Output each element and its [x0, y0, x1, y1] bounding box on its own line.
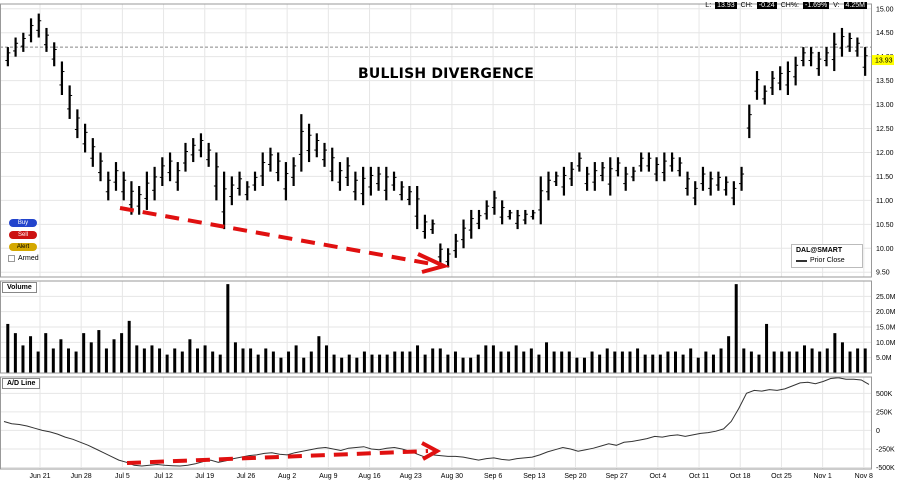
ad-tick-label: 0: [876, 428, 880, 435]
buy-button[interactable]: Buy: [9, 219, 37, 227]
volume-grid: [0, 295, 871, 359]
ad-line: [3, 377, 870, 467]
x-tick-label: Aug 9: [319, 473, 337, 480]
price-tick-label: 12.00: [876, 150, 894, 157]
x-tick-label: Oct 4: [649, 473, 666, 480]
armed-label: Armed: [18, 255, 39, 262]
ad-divergence-arrow: [126, 449, 429, 465]
legend-prior-close: Prior Close: [796, 257, 845, 264]
price-tick-label: 10.00: [876, 246, 894, 253]
x-tick-label: Jul 19: [195, 473, 214, 480]
volume-tick-label: 10.0M: [876, 340, 896, 347]
volume-tick-label: 20.0M: [876, 309, 896, 316]
price-divergence-arrow: [119, 206, 433, 266]
price-tick-label: 15.00: [876, 6, 894, 13]
header-quote: L: 13.93 CH: -0.24 CH%: -1.69% V: 4.25M: [705, 2, 867, 9]
price-tick-label: 11.00: [876, 198, 893, 205]
volume-panel-title: Volume: [2, 282, 37, 293]
price-tick-label: 10.50: [876, 222, 894, 229]
low-label: L:: [705, 2, 712, 9]
x-tick-label: Jun 21: [29, 473, 50, 480]
change-pct-value: -1.69%: [802, 2, 830, 9]
volume-tick-label: 5.0M: [876, 355, 892, 362]
ad-tick-label: -250K: [876, 446, 895, 453]
price-legend: DAL@SMART Prior Close: [791, 244, 863, 268]
x-tick-label: Aug 2: [278, 473, 296, 480]
axes: Jun 21 Jun 28 Jul 5 Jul 12 Jul 19 Jul 26 Aug 2…: [0, 3, 896, 480]
x-tick-label: Aug 16: [358, 473, 380, 480]
price-tick-label: 12.50: [876, 126, 894, 133]
x-tick-label: Jul 5: [115, 473, 130, 480]
sell-button[interactable]: Sell: [9, 231, 37, 239]
price-tick-label: 14.50: [876, 30, 894, 37]
armed-checkbox[interactable]: [8, 255, 15, 262]
price-bars: [5, 13, 868, 268]
ad-tick-label: -500K: [876, 465, 895, 472]
alert-button[interactable]: Alert: [9, 243, 37, 251]
ad-tick-label: 500K: [876, 391, 893, 398]
change-label: CH:: [740, 2, 753, 9]
panel-frame: [0, 280, 872, 374]
x-tick-label: Aug 30: [441, 473, 463, 480]
dashed-line-icon: [796, 259, 807, 262]
volume-tick-label: 25.0M: [876, 294, 896, 301]
x-tick-label: Nov 8: [855, 473, 873, 480]
volume-label: V:: [833, 2, 840, 9]
x-tick-label: Jul 12: [154, 473, 173, 480]
low-value: 13.93: [715, 2, 737, 9]
price-tick-label: 9.50: [876, 270, 890, 277]
ad-panel-title: A/D Line: [2, 378, 41, 389]
x-tick-label: Jun 28: [71, 473, 92, 480]
armed-toggle[interactable]: Armed: [8, 255, 39, 262]
x-tick-label: Nov 1: [813, 473, 831, 480]
ad-arrow-head: [421, 441, 442, 461]
x-tick-label: Oct 11: [689, 473, 709, 480]
x-tick-label: Oct 18: [730, 473, 751, 480]
x-tick-label: Sep 13: [523, 473, 545, 480]
x-tick-label: Sep 20: [564, 473, 586, 480]
volume-value: 4.25M: [843, 2, 867, 9]
price-tick-label: 13.50: [876, 78, 894, 85]
price-arrow-head: [417, 252, 450, 274]
x-tick-label: Oct 25: [771, 473, 792, 480]
current-price-badge: [872, 55, 894, 66]
price-tick-label: 11.50: [876, 174, 893, 181]
change-value: -0.24: [756, 2, 777, 9]
x-tick-label: Sep 6: [484, 473, 502, 480]
panel-frame: [0, 376, 872, 470]
change-pct-label: CH%:: [780, 2, 799, 9]
divergence-arrows: [119, 206, 450, 465]
volume-tick-label: 15.0M: [876, 325, 896, 332]
chart-annotation: BULLISH DIVERGENCE: [358, 66, 534, 82]
ad-tick-label: 250K: [876, 409, 893, 416]
volume-bars: [6, 284, 867, 373]
price-tick-label: 13.00: [876, 102, 894, 109]
current-price-label: 13.93: [875, 58, 893, 65]
x-tick-label: Sep 27: [606, 473, 628, 480]
x-tick-label: Aug 23: [400, 473, 422, 480]
ad-line-series: [3, 377, 870, 467]
legend-symbol: DAL@SMART: [796, 247, 843, 254]
panel-frame: [0, 3, 872, 278]
x-tick-label: Jul 26: [237, 473, 256, 480]
legend-prior-close-label: Prior Close: [810, 257, 845, 264]
